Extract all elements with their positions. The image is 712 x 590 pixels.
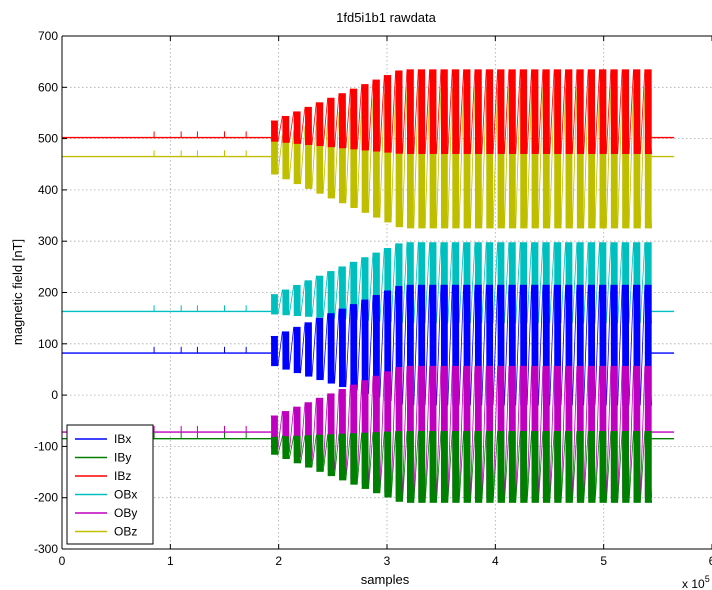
x-multiplier-label: x 105	[682, 574, 710, 590]
legend-label: IBz	[114, 469, 131, 483]
x-multiplier-base: x 10	[682, 577, 705, 590]
legend: IBx IBy IBz OBx OBy OBz	[67, 425, 153, 544]
y-tick-label: 300	[38, 234, 58, 248]
x-tick-label: 6	[709, 554, 712, 568]
legend-label: IBy	[114, 451, 131, 465]
x-tick-label: 1	[167, 554, 174, 568]
x-axis-label: samples	[361, 572, 410, 587]
legend-label: OBz	[114, 525, 137, 539]
legend-label: OBy	[114, 506, 137, 520]
y-tick-label: 500	[38, 132, 58, 146]
x-tick-label: 5	[600, 554, 607, 568]
y-tick-label: -100	[34, 439, 58, 453]
x-tick-label: 0	[59, 554, 66, 568]
x-multiplier-exponent: 5	[705, 574, 710, 584]
chart-title: 1fd5i1b1 rawdata	[336, 10, 437, 25]
y-tick-label: 200	[38, 286, 58, 300]
y-tick-label: 100	[38, 337, 58, 351]
y-tick-label: 0	[51, 388, 58, 402]
legend-label: IBx	[114, 432, 131, 446]
y-tick-label: 700	[38, 29, 58, 43]
legend-label: OBx	[114, 488, 137, 502]
x-tick-label: 2	[275, 554, 282, 568]
x-tick-label: 3	[384, 554, 391, 568]
legend-box	[67, 425, 153, 544]
y-axis-label: magnetic field [nT]	[10, 239, 25, 345]
x-tick-label: 4	[492, 554, 499, 568]
y-tick-label: -200	[34, 491, 58, 505]
y-tick-label: 600	[38, 80, 58, 94]
y-tick-label: -300	[34, 542, 58, 556]
y-tick-label: 400	[38, 183, 58, 197]
